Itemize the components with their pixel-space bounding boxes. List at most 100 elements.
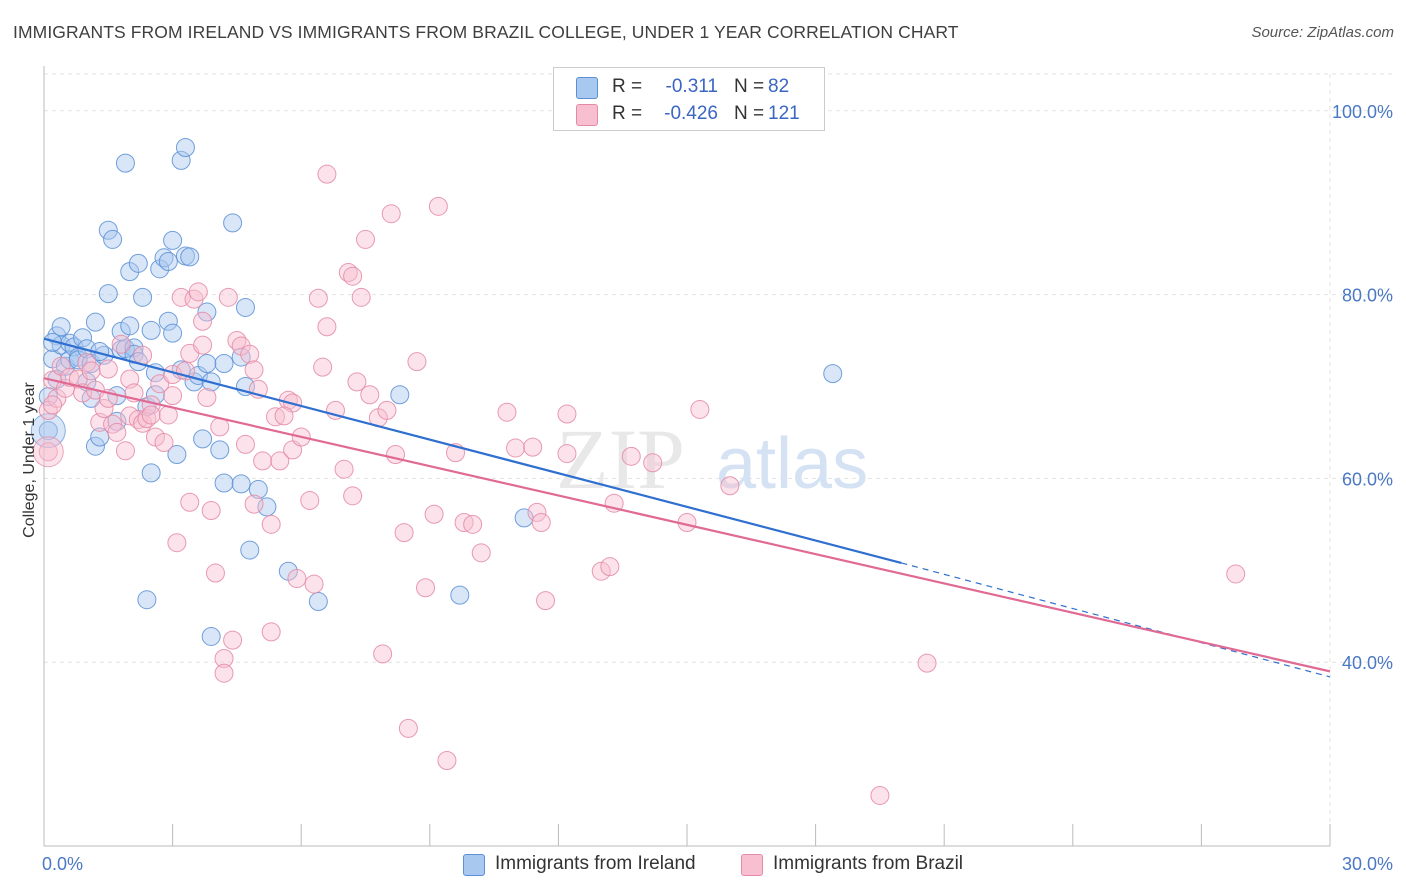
brazil-point [218, 287, 238, 307]
brazil-point [313, 357, 333, 377]
brazil-point [180, 492, 200, 512]
ireland-point [197, 354, 217, 373]
ireland-point [163, 230, 183, 250]
legend-n-value: 121 [768, 103, 800, 124]
axes [43, 66, 1331, 847]
brazil-point [193, 311, 213, 331]
trend-line-ireland [43, 337, 902, 564]
brazil-point [424, 504, 444, 524]
legend-label-ireland: Immigrants from Ireland [495, 853, 696, 874]
ireland-point [223, 213, 243, 233]
watermark: ZIP atlas [556, 411, 868, 507]
brazil-point [621, 446, 641, 466]
ireland-point [85, 312, 105, 332]
brazil-point [351, 287, 371, 307]
brazil-point [527, 502, 547, 522]
ireland-point [450, 585, 470, 605]
stats-legend: R = -0.311 N = 82 R = -0.426 N = 121 [553, 67, 825, 131]
brazil-point [506, 438, 526, 458]
brazil-point [437, 751, 457, 771]
brazil-point [308, 288, 328, 308]
brazil-point [197, 388, 217, 408]
brazil-point [214, 663, 234, 683]
ireland-point [240, 540, 260, 560]
brazil-point [163, 386, 183, 406]
brazil-point [300, 490, 320, 510]
legend-r-label: R = [612, 76, 643, 97]
brazil-point [917, 653, 937, 673]
legend-label-brazil: Immigrants from Brazil [773, 853, 964, 874]
series-brazil-points [32, 164, 1246, 805]
ireland-point [175, 138, 195, 158]
brazil-point [270, 451, 290, 471]
ireland-point [98, 284, 118, 304]
y-axis-label: College, Under 1 year [21, 382, 38, 538]
y-tick-label: 100.0% [1332, 102, 1393, 122]
brazil-point [463, 514, 483, 534]
brazil-point [214, 649, 234, 669]
brazil-point [591, 561, 611, 581]
legend-swatch-ireland [463, 854, 485, 876]
brazil-point [111, 334, 131, 354]
brazil-point [407, 352, 427, 372]
watermark-atlas: atlas [716, 424, 868, 504]
brazil-point [223, 630, 243, 650]
series-legend: Immigrants from Ireland Immigrants from … [0, 853, 1406, 877]
watermark-zip: ZIP [556, 411, 685, 507]
ireland-point [231, 474, 251, 494]
ireland-point [214, 354, 234, 373]
brazil-point [343, 266, 363, 286]
ireland-point [171, 150, 191, 170]
ireland-point [214, 473, 234, 493]
brazil-point [381, 204, 401, 224]
y-tick-label: 60.0% [1342, 469, 1393, 489]
brazil-point [193, 335, 213, 355]
ireland-point [133, 287, 153, 307]
brazil-point [317, 164, 337, 184]
ireland-point [103, 229, 123, 249]
legend-r-label: R = [612, 103, 643, 124]
brazil-point [531, 512, 551, 532]
brazil-point [188, 282, 208, 302]
y-tick-label: 40.0% [1342, 653, 1393, 673]
ireland-point [308, 592, 328, 612]
brazil-point [360, 385, 380, 405]
trend-lines [43, 337, 1331, 678]
tick-labels: 40.0% 60.0% 80.0% 100.0% 0.0% 30.0% [42, 102, 1393, 874]
chart-title: IMMIGRANTS FROM IRELAND VS IMMIGRANTS FR… [13, 22, 959, 42]
brazil-point [240, 344, 260, 364]
brazil-point [244, 494, 264, 514]
brazil-point [334, 459, 354, 479]
legend-n-value: 82 [768, 76, 790, 97]
ireland-point [823, 364, 843, 384]
brazil-point [150, 374, 170, 394]
brazil-point [141, 405, 161, 425]
brazil-point [81, 361, 101, 381]
brazil-point [643, 453, 663, 473]
brazil-point [261, 514, 281, 534]
brazil-point [373, 644, 393, 664]
brazil-point [471, 543, 491, 563]
ireland-point [180, 247, 200, 267]
ireland-point [390, 385, 410, 405]
y-tick-label: 80.0% [1342, 286, 1393, 306]
legend-n-label: N = [734, 103, 765, 124]
brazil-point [244, 360, 264, 380]
brazil-point [115, 441, 135, 461]
brazil-point [870, 785, 890, 805]
brazil-point [557, 404, 577, 424]
brazil-point [690, 399, 710, 419]
brazil-point [235, 434, 255, 454]
legend-swatch-ireland [576, 77, 598, 99]
brazil-point [1226, 564, 1246, 584]
legend-n-label: N = [734, 76, 765, 97]
legend-r-value: -0.426 [664, 103, 718, 124]
brazil-point [347, 372, 367, 392]
ireland-point [85, 436, 105, 456]
brazil-point [201, 501, 221, 521]
legend-row-ireland: R = -0.311 N = 82 [554, 74, 824, 100]
brazil-point [317, 317, 337, 337]
brazil-point [304, 574, 324, 594]
ireland-point [248, 479, 268, 499]
